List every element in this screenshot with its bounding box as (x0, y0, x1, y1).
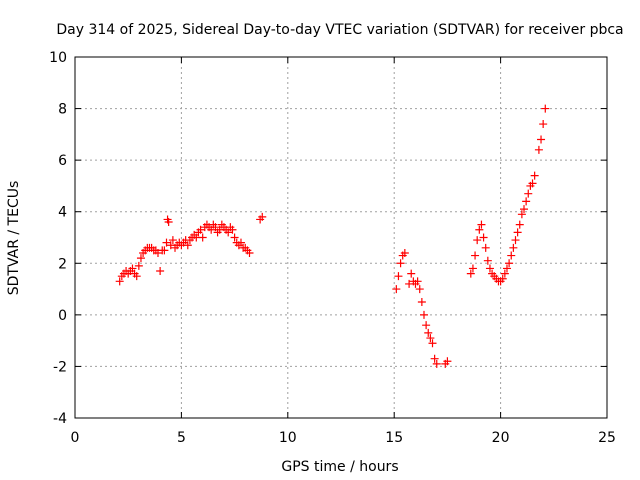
y-tick-label: 0 (58, 308, 67, 324)
x-tick-label: 10 (279, 430, 297, 446)
data-point (515, 220, 524, 229)
data-point (134, 261, 143, 270)
data-point (485, 264, 494, 273)
data-point (432, 359, 441, 368)
data-point (228, 225, 237, 234)
data-point (211, 223, 220, 232)
data-point (224, 228, 233, 237)
data-point (541, 104, 550, 113)
y-axis-label: SDTVAR / TECUs (6, 181, 22, 296)
data-point (475, 225, 484, 234)
data-point (502, 264, 511, 273)
data-point (183, 241, 192, 250)
data-point (507, 251, 516, 260)
data-point (413, 277, 422, 286)
data-point (207, 225, 216, 234)
data-point (164, 218, 173, 227)
y-tick-label: 10 (49, 50, 67, 66)
data-point (534, 145, 543, 154)
data-point (524, 189, 533, 198)
data-point (245, 248, 254, 257)
data-point (479, 233, 488, 242)
data-point (520, 205, 529, 214)
data-point (230, 233, 239, 242)
x-tick-label: 15 (385, 430, 403, 446)
x-tick-label: 5 (177, 430, 186, 446)
data-point (153, 248, 162, 257)
data-point (500, 269, 509, 278)
data-point (473, 236, 482, 245)
data-point (400, 248, 409, 257)
x-axis-label: GPS time / hours (281, 459, 398, 475)
x-tick-label: 0 (71, 430, 80, 446)
data-point (168, 236, 177, 245)
data-point (505, 259, 514, 268)
data-point (424, 328, 433, 337)
data-point (428, 339, 437, 348)
y-tick-label: -4 (53, 411, 67, 427)
x-tick-label: 20 (492, 430, 510, 446)
data-point (156, 267, 165, 276)
y-tick-label: 2 (58, 256, 67, 272)
data-points (115, 104, 550, 368)
data-point (466, 269, 475, 278)
data-point (477, 220, 486, 229)
data-point (162, 238, 171, 247)
data-point (198, 233, 207, 242)
data-point (258, 212, 267, 221)
data-point (417, 297, 426, 306)
data-point (392, 285, 401, 294)
plot-frame (74, 56, 608, 419)
data-point (528, 179, 537, 188)
data-point (511, 236, 520, 245)
data-point (196, 225, 205, 234)
data-point (513, 228, 522, 237)
data-point (115, 277, 124, 286)
y-tick-label: 8 (58, 102, 67, 118)
y-tick-label: -2 (53, 359, 67, 375)
data-point (430, 354, 439, 363)
data-point (509, 243, 518, 252)
data-point (394, 272, 403, 281)
data-point (128, 264, 137, 273)
data-point (160, 246, 169, 255)
data-point (471, 251, 480, 260)
y-tick-label: 4 (58, 205, 67, 221)
data-point (136, 254, 145, 263)
data-point (419, 310, 428, 319)
data-point (443, 357, 452, 366)
data-point (483, 256, 492, 265)
data-point (422, 321, 431, 330)
y-tick-label: 6 (58, 153, 67, 169)
data-point (481, 243, 490, 252)
data-point (498, 274, 507, 283)
data-point (415, 285, 424, 294)
data-point (530, 171, 539, 180)
data-point (396, 259, 405, 268)
data-point (468, 264, 477, 273)
grid (75, 57, 607, 418)
data-point (517, 210, 526, 219)
axis-ticks: 0 5 10 15 20 25 -4 -2 0 2 4 6 8 10 (49, 50, 616, 446)
data-point (539, 120, 548, 129)
x-tick-label: 25 (598, 430, 616, 446)
data-point (236, 238, 245, 247)
data-point (537, 135, 546, 144)
chart-title: Day 314 of 2025, Sidereal Day-to-day VTE… (56, 22, 623, 38)
data-point (407, 269, 416, 278)
data-point (132, 272, 141, 281)
data-point (426, 334, 435, 343)
data-point (522, 197, 531, 206)
